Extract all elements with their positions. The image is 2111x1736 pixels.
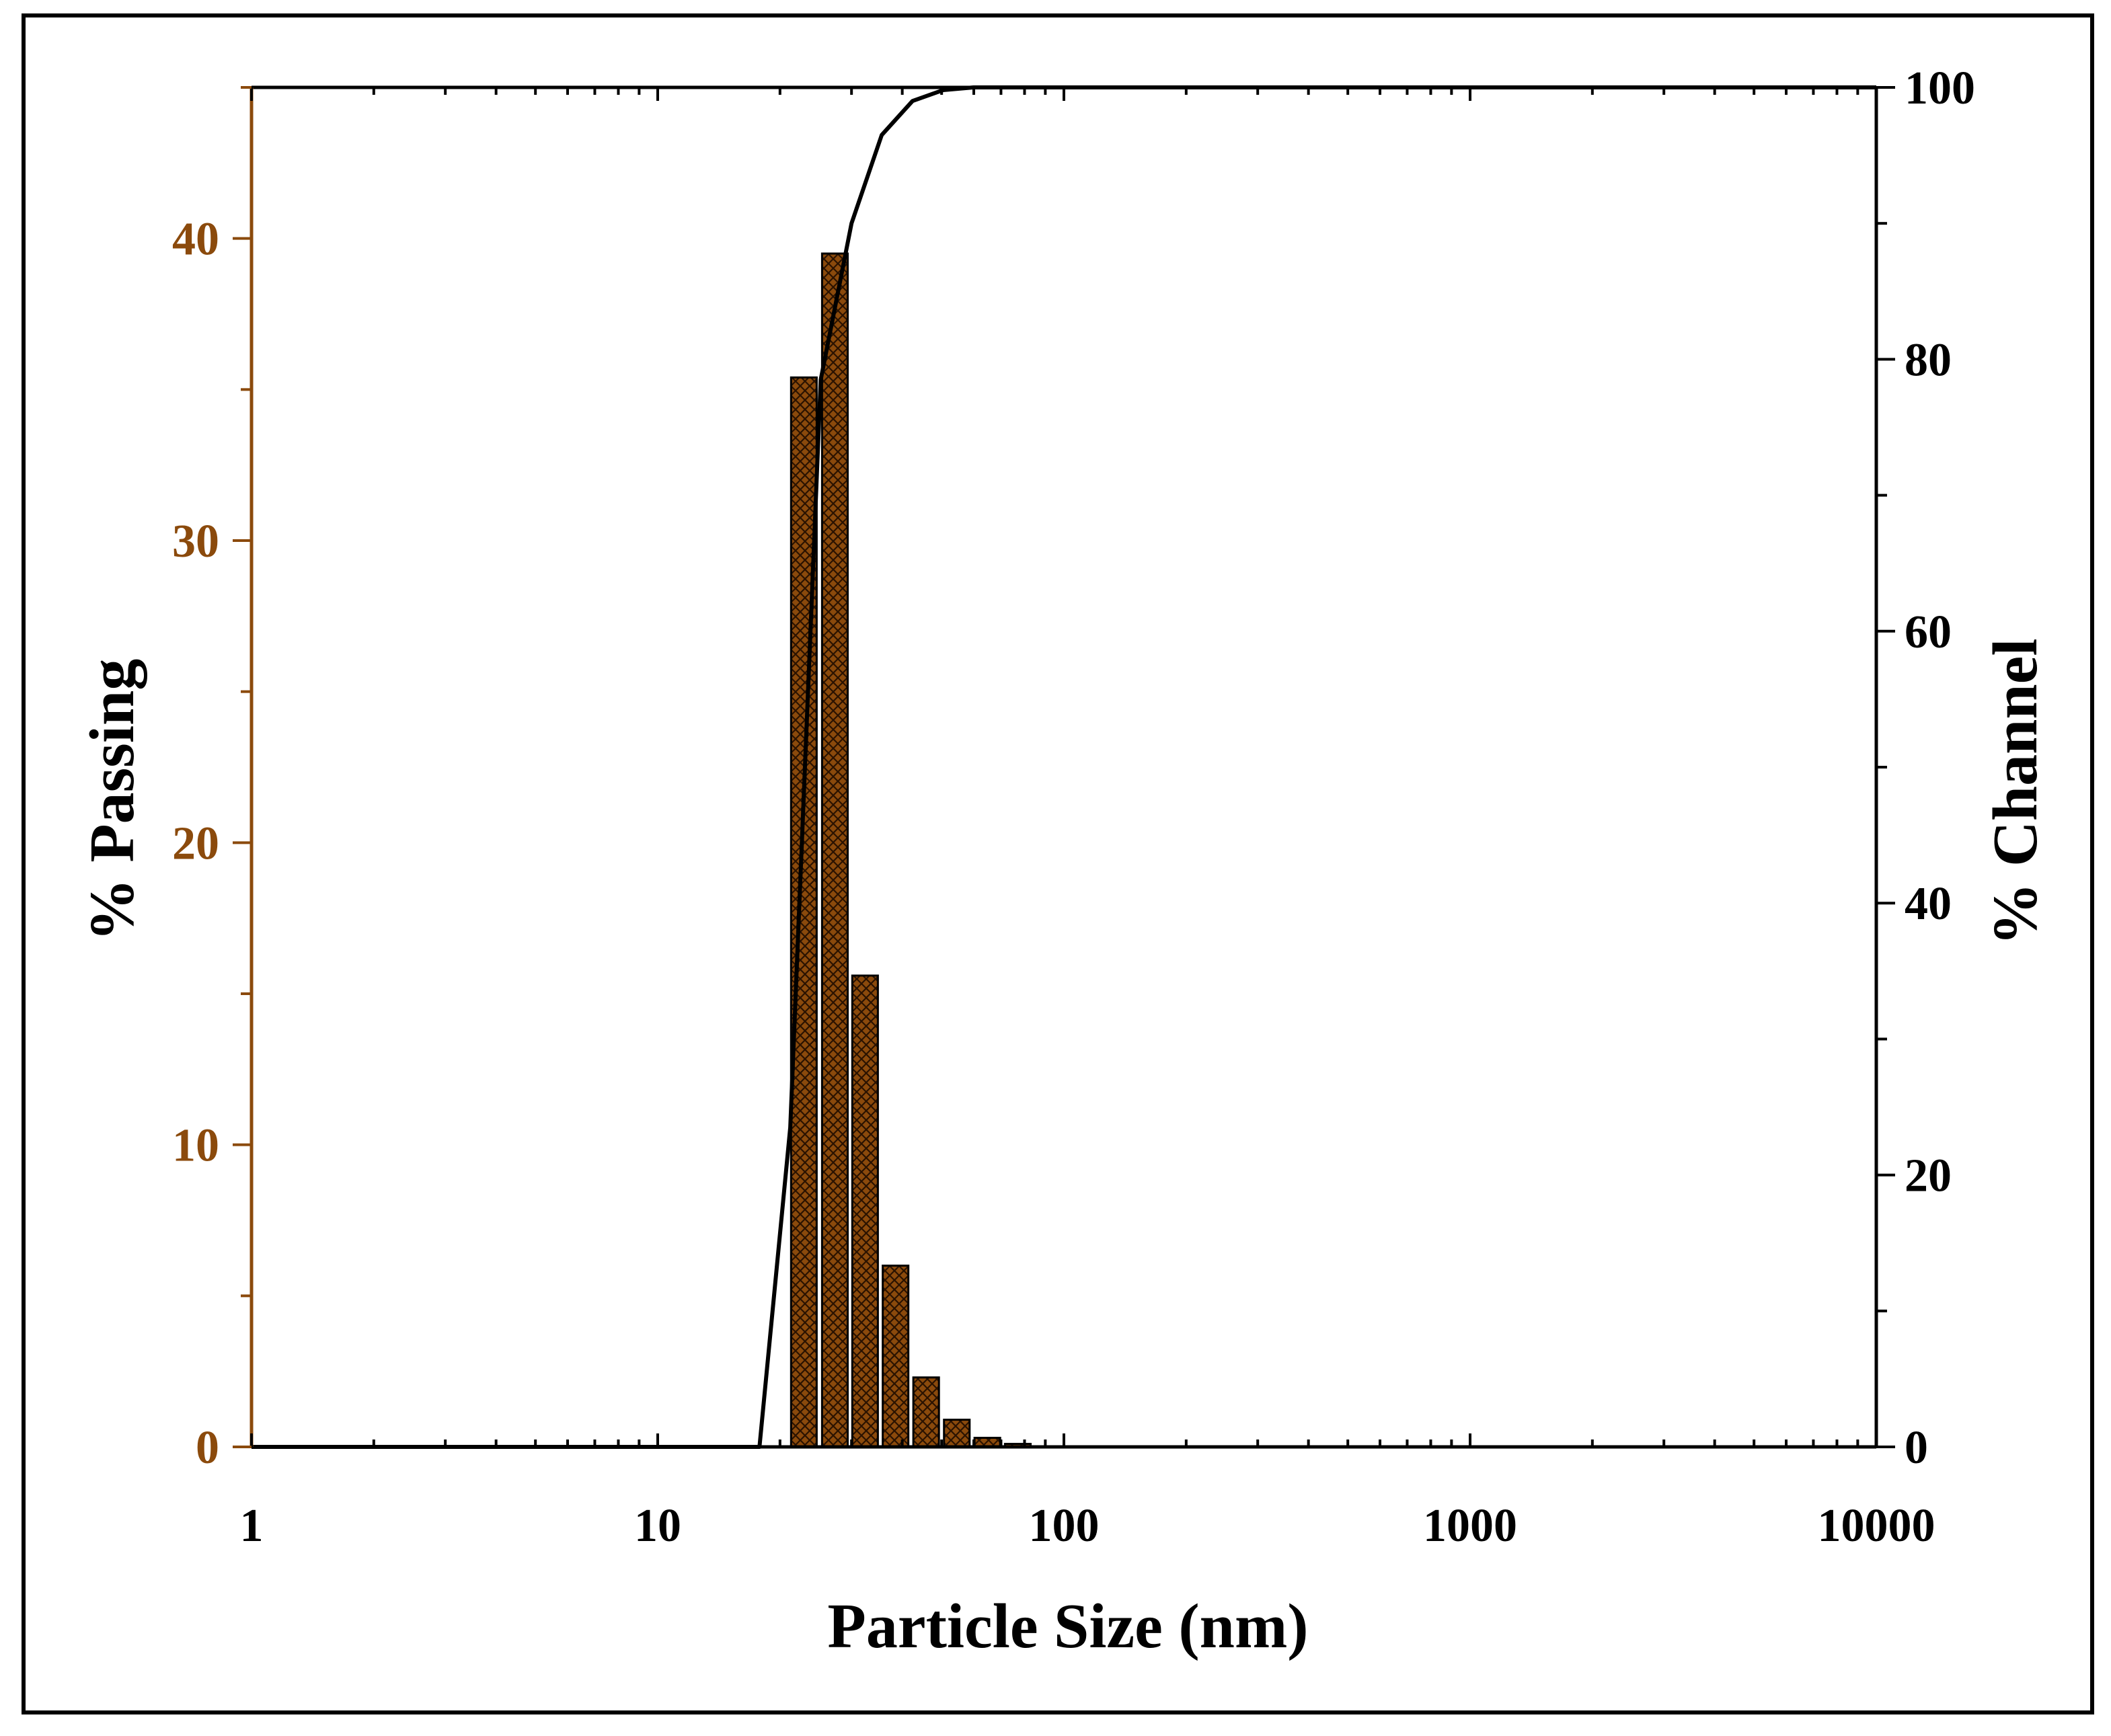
y-left-tick-label: 20 — [172, 818, 219, 869]
y-left-tick-label: 0 — [196, 1422, 219, 1474]
labels-layer: 1 10 100 1000 10000 0 10 20 30 40 0 20 40 60 80 100 Part… — [77, 63, 2050, 1661]
y-left-tick-label: 40 — [172, 214, 219, 266]
x-tick-label: 1000 — [1423, 1500, 1517, 1552]
bar-3 — [882, 1264, 910, 1448]
y-right-tick-label: 20 — [1905, 1150, 1952, 1202]
bars-layer — [790, 252, 1032, 1448]
y-right-axis-title: % Channel — [1981, 638, 2050, 945]
bar-4 — [912, 1376, 940, 1448]
y-right-tick-label: 60 — [1905, 606, 1952, 658]
axes-layer — [250, 85, 1878, 1449]
y-left-tick-label: 10 — [172, 1120, 219, 1172]
bar-2 — [851, 974, 879, 1448]
y-right-tick-label: 100 — [1905, 63, 1975, 114]
cumulative-passing-line — [252, 85, 1876, 1449]
bar-5 — [943, 1419, 971, 1448]
bar-1 — [820, 252, 849, 1448]
y-right-tick-label: 0 — [1905, 1422, 1928, 1474]
ticks-layer — [233, 86, 1895, 1448]
figure-frame — [22, 13, 2094, 1714]
x-tick-label: 1 — [240, 1500, 264, 1552]
y-left-tick-label: 30 — [172, 516, 219, 567]
y-right-tick-label: 40 — [1905, 878, 1952, 930]
y-right-tick-label: 80 — [1905, 334, 1952, 386]
x-axis-title: Particle Size (nm) — [827, 1591, 1308, 1661]
cumulative-line-layer — [252, 85, 1876, 1449]
y-left-axis-title: % Passing — [77, 659, 147, 941]
x-tick-label: 10 — [634, 1500, 681, 1552]
x-tick-label: 100 — [1029, 1500, 1100, 1552]
x-tick-label: 10000 — [1818, 1500, 1935, 1552]
